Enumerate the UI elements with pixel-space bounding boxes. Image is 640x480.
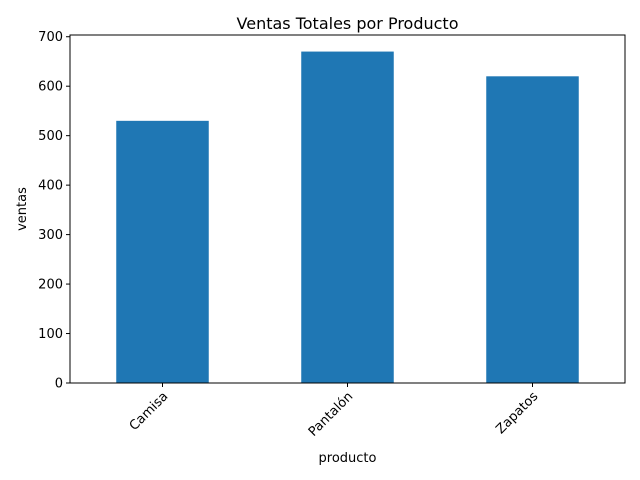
y-axis-label: ventas [15, 187, 30, 231]
y-tick-label: 100 [38, 327, 63, 342]
y-tick-label: 300 [38, 228, 63, 243]
x-axis: Camisa Pantalón Zapatos [127, 383, 541, 440]
y-tick-label: 600 [38, 80, 63, 95]
bar-3 [486, 76, 579, 383]
y-tick-label: 500 [38, 129, 63, 144]
x-tick-label: Pantalón [306, 389, 356, 439]
x-axis-label: producto [319, 451, 377, 466]
y-axis: 0 100 200 300 400 500 600 700 [38, 30, 70, 392]
x-tick-label: Zapatos [493, 389, 541, 437]
y-tick-label: 0 [55, 377, 63, 392]
chart-title: Ventas Totales por Producto [237, 14, 459, 33]
plot-area: 0 100 200 300 400 500 600 700 Camisa Pantalón Zap… [38, 30, 626, 440]
bar-1 [116, 120, 209, 383]
bar-2 [301, 51, 394, 383]
x-tick-label: Camisa [127, 389, 172, 434]
y-tick-label: 700 [38, 30, 63, 45]
bars-group [116, 51, 579, 383]
y-tick-label: 400 [38, 179, 63, 194]
y-tick-label: 200 [38, 278, 63, 293]
